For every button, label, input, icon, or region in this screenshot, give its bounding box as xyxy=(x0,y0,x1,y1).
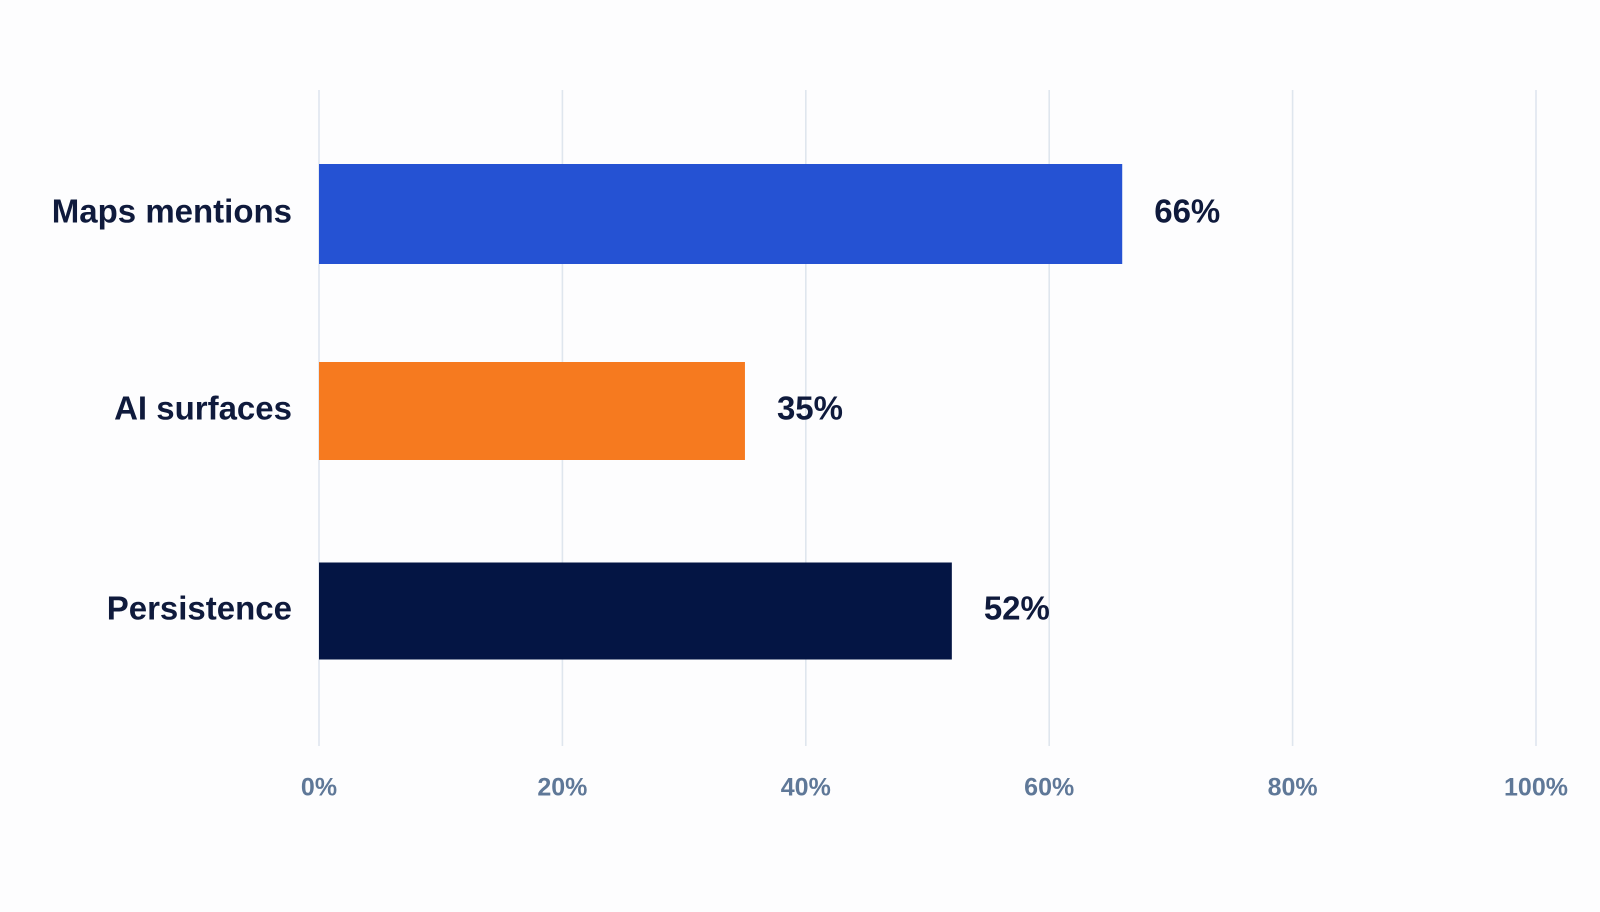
bar-persistence xyxy=(319,562,952,660)
category-labels: Maps mentions AI surfaces Persistence xyxy=(52,193,292,627)
category-label: AI surfaces xyxy=(114,390,292,427)
value-label: 66% xyxy=(1154,193,1220,230)
x-tick-label: 80% xyxy=(1268,774,1318,802)
x-axis-ticks: 0% 20% 40% 60% 80% 100% xyxy=(301,774,1568,802)
x-tick-label: 40% xyxy=(781,774,831,802)
value-labels: 66% 35% 52% xyxy=(777,193,1220,627)
x-tick-label: 20% xyxy=(537,774,587,802)
category-label: Maps mentions xyxy=(52,193,292,230)
x-tick-label: 60% xyxy=(1024,774,1074,802)
value-label: 52% xyxy=(984,590,1050,627)
bar-maps-mentions xyxy=(319,164,1123,264)
x-tick-label: 100% xyxy=(1504,774,1568,802)
x-tick-label: 0% xyxy=(301,774,337,802)
bar-ai-surfaces xyxy=(319,362,745,460)
category-label: Persistence xyxy=(107,590,292,627)
bars xyxy=(319,164,1123,660)
value-label: 35% xyxy=(777,390,843,427)
